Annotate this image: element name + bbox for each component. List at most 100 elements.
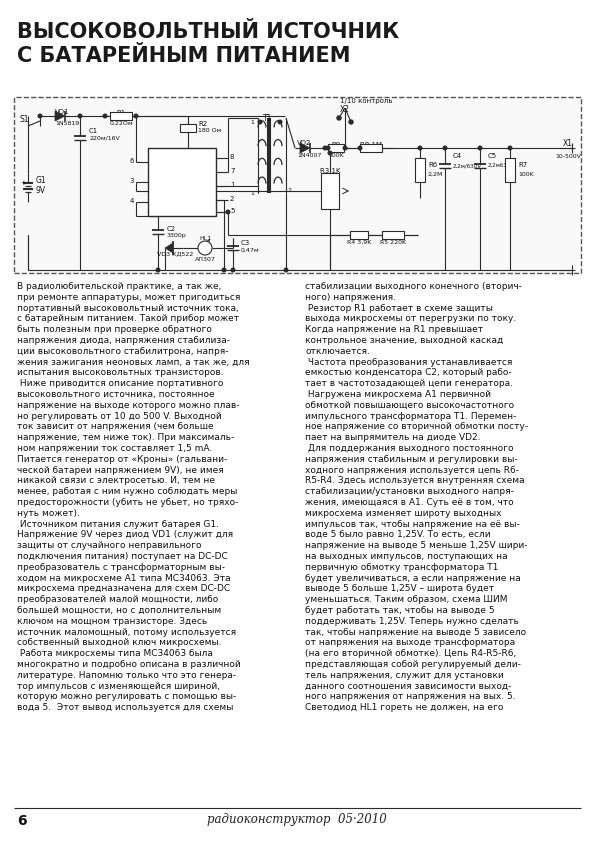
Text: Когда напряжение на R1 превышает: Когда напряжение на R1 превышает (305, 325, 483, 334)
Circle shape (198, 241, 212, 255)
Text: данного соотношения зависимости выход-: данного соотношения зависимости выход- (305, 682, 511, 690)
Text: тает в частотозадающей цепи генератора.: тает в частотозадающей цепи генератора. (305, 379, 513, 388)
Text: 2: 2 (288, 188, 292, 193)
Text: вода 5.  Этот вывод используется для схемы: вода 5. Этот вывод используется для схем… (17, 703, 233, 712)
Text: C1: C1 (89, 128, 98, 134)
Bar (360, 144, 382, 152)
Circle shape (323, 147, 327, 150)
Text: импульсного трансформатора Т1. Перемен-: импульсного трансформатора Т1. Перемен- (305, 412, 516, 421)
Text: будет увеличиваться, а если напряжение на: будет увеличиваться, а если напряжение н… (305, 573, 521, 583)
Text: ВЫСОКОВОЛЬТНЫЙ ИСТОЧНИК: ВЫСОКОВОЛЬТНЫЙ ИСТОЧНИК (17, 22, 399, 42)
Bar (505, 158, 515, 182)
Text: ции высоковольтного стабилитрона, напря-: ции высоковольтного стабилитрона, напря- (17, 347, 228, 356)
Text: R5-R4. Здесь используется внутренняя схема: R5-R4. Здесь используется внутренняя схе… (305, 477, 525, 485)
Text: R3 1K: R3 1K (320, 168, 340, 174)
Text: напряжение на выходе которого можно плав-: напряжение на выходе которого можно плав… (17, 401, 240, 410)
Bar (321, 173, 339, 209)
Text: C2: C2 (167, 226, 176, 232)
Text: В радиолюбительской практике, а так же,: В радиолюбительской практике, а так же, (17, 282, 221, 291)
Text: ходного напряжения используется цепь R6-: ходного напряжения используется цепь R6- (305, 466, 519, 475)
Text: радиоконструктор  05·2010: радиоконструктор 05·2010 (207, 813, 387, 826)
Text: S1: S1 (20, 115, 30, 124)
Circle shape (38, 115, 42, 118)
Text: ключом на мощном транзисторе. Здесь: ключом на мощном транзисторе. Здесь (17, 617, 207, 626)
Text: R4 3,9K: R4 3,9K (347, 240, 371, 245)
Text: X2: X2 (340, 105, 350, 114)
Text: Частота преобразования устанавливается: Частота преобразования устанавливается (305, 358, 512, 366)
Bar (328, 144, 344, 152)
Text: воде 5 было равно 1,25V. То есть, если: воде 5 было равно 1,25V. То есть, если (305, 530, 491, 540)
Circle shape (328, 152, 332, 155)
Text: Работа микросхемы типа МС34063 была: Работа микросхемы типа МС34063 была (17, 649, 213, 658)
Text: 6: 6 (130, 158, 134, 164)
Text: 3: 3 (130, 178, 134, 184)
Text: 3300p: 3300p (167, 233, 187, 238)
Text: A1: A1 (174, 173, 190, 183)
Text: T1: T1 (264, 114, 273, 123)
Circle shape (358, 147, 362, 150)
Text: 2,2M: 2,2M (428, 172, 443, 177)
Text: 0,22Ом: 0,22Ом (109, 121, 133, 126)
Text: 10-500V: 10-500V (555, 154, 581, 159)
Bar (110, 112, 132, 120)
Circle shape (349, 120, 353, 124)
Text: испытания высоковольтных транзисторов.: испытания высоковольтных транзисторов. (17, 369, 224, 377)
Text: представляющая собой регулируемый дели-: представляющая собой регулируемый дели- (305, 660, 521, 669)
Text: ного) напряжения.: ного) напряжения. (305, 293, 396, 301)
Text: G1: G1 (36, 176, 46, 185)
Text: C3: C3 (241, 240, 250, 246)
Text: высоковольтного источника, постоянное: высоковольтного источника, постоянное (17, 390, 215, 399)
Text: так, чтобы напряжение на выводе 5 зависело: так, чтобы напряжение на выводе 5 зависе… (305, 627, 526, 637)
Text: R2: R2 (198, 121, 207, 127)
Circle shape (226, 210, 230, 214)
Circle shape (337, 116, 341, 120)
Circle shape (443, 147, 447, 150)
Circle shape (78, 115, 82, 118)
Text: менее, работая с ним нужно соблюдать меры: менее, работая с ним нужно соблюдать мер… (17, 488, 237, 496)
Text: с батарейным питанием. Такой прибор может: с батарейным питанием. Такой прибор може… (17, 314, 239, 323)
Circle shape (103, 115, 107, 118)
Text: напряжения диода, напряжения стабилиза-: напряжения диода, напряжения стабилиза- (17, 336, 230, 345)
Text: источник маломощный, потому используется: источник маломощный, потому используется (17, 627, 236, 637)
Text: напряжения стабильным и регулировки вы-: напряжения стабильным и регулировки вы- (305, 455, 518, 464)
Text: Нагружена микросхема А1 первичной: Нагружена микросхема А1 первичной (305, 390, 491, 399)
Text: быть полезным при проверке обратного: быть полезным при проверке обратного (17, 325, 212, 334)
Text: напряжение на выводе 5 меньше 1,25V шири-: напряжение на выводе 5 меньше 1,25V шири… (305, 541, 528, 550)
Text: 1/10 контроль: 1/10 контроль (340, 98, 393, 104)
Text: (на его вторичной обмотке). Цепь R4-R5-R6,: (на его вторичной обмотке). Цепь R4-R5-R… (305, 649, 516, 658)
Text: защиты от случайного неправильного: защиты от случайного неправильного (17, 541, 202, 550)
Text: преобразователей малой мощности, либо: преобразователей малой мощности, либо (17, 595, 218, 605)
Text: на выходных импульсов, поступающих на: на выходных импульсов, поступающих на (305, 552, 508, 561)
Text: тор импульсов с изменяющейся шириной,: тор импульсов с изменяющейся шириной, (17, 682, 220, 690)
Circle shape (231, 269, 235, 272)
Text: 8: 8 (230, 154, 234, 160)
Text: C4: C4 (453, 153, 462, 159)
Bar (180, 124, 196, 132)
Text: 180 Ом: 180 Ом (198, 128, 221, 133)
Circle shape (278, 120, 282, 124)
Text: стабилизации выходного конечного (вторич-: стабилизации выходного конечного (вторич… (305, 282, 522, 291)
Text: выводе 5 больше 1,25V – широта будет: выводе 5 больше 1,25V – широта будет (305, 584, 494, 594)
Text: 7: 7 (230, 168, 234, 174)
Polygon shape (300, 143, 310, 153)
Text: 6: 6 (17, 814, 27, 828)
Text: большей мощности, но с дополнительным: большей мощности, но с дополнительным (17, 606, 221, 615)
Text: X1: X1 (563, 139, 573, 148)
Text: АП307: АП307 (195, 257, 215, 262)
Polygon shape (55, 111, 65, 121)
Circle shape (222, 269, 226, 272)
Text: нуть может).: нуть может). (17, 509, 80, 518)
Circle shape (284, 269, 288, 272)
Text: ном напряжении ток составляет 1,5 mA.: ном напряжении ток составляет 1,5 mA. (17, 444, 212, 453)
Circle shape (134, 115, 138, 118)
Text: R6: R6 (428, 162, 437, 168)
Text: 2,2м/630V: 2,2м/630V (453, 163, 482, 168)
Text: ного напряжения от напряжения на вых. 5.: ного напряжения от напряжения на вых. 5. (305, 692, 516, 701)
Text: обмоткой повышающего высокочастотного: обмоткой повышающего высокочастотного (305, 401, 514, 410)
Text: жения, имеющаяся в А1. Суть её в том, что: жения, имеющаяся в А1. Суть её в том, чт… (305, 498, 513, 507)
Text: VD1: VD1 (55, 109, 70, 115)
Text: 2,2м630V: 2,2м630V (488, 163, 515, 168)
Text: предосторожности (убить не убьет, но тряхо-: предосторожности (убить не убьет, но тря… (17, 498, 239, 507)
Text: MC34063: MC34063 (162, 185, 202, 195)
Text: ное напряжение со вторичной обмотки посту-: ное напряжение со вторичной обмотки пост… (305, 423, 528, 431)
